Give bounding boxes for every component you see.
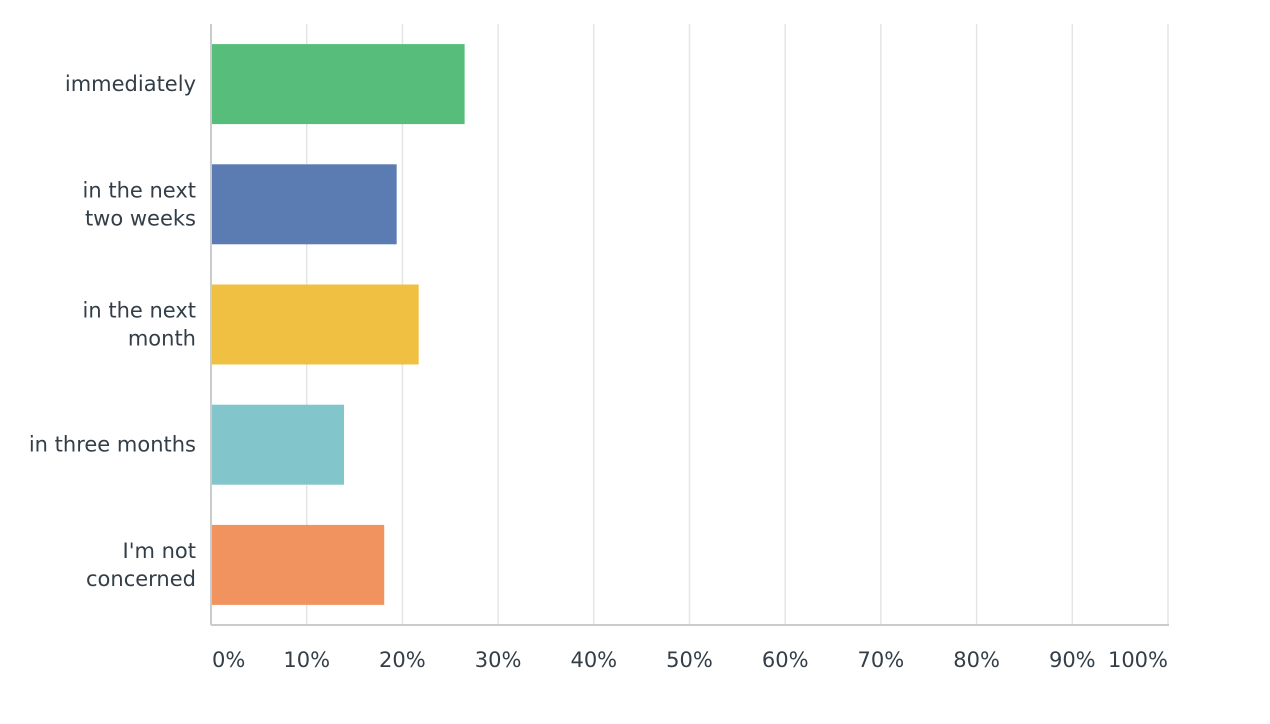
x-tick-label: 10%	[283, 648, 330, 672]
x-tick-label: 40%	[570, 648, 617, 672]
bars	[211, 44, 465, 605]
category-label: in the next month	[83, 299, 196, 351]
x-tick-label: 90%	[1049, 648, 1096, 672]
x-tick-labels: 0% 10% 20% 30% 40% 50% 60% 70% 80% 90% 100%	[212, 648, 1168, 672]
x-tick-label: 0%	[212, 648, 245, 672]
category-label: immediately	[65, 72, 196, 96]
axes	[210, 24, 1169, 626]
x-tick-label: 60%	[762, 648, 809, 672]
category-labels: immediately in the next two weeks in the ne…	[29, 72, 196, 591]
bar	[211, 44, 465, 125]
x-tick-label: 80%	[953, 648, 1000, 672]
category-label: in the next two weeks	[83, 178, 196, 230]
x-tick-label: 50%	[666, 648, 713, 672]
x-tick-label: 30%	[475, 648, 522, 672]
x-tick-label: 20%	[379, 648, 426, 672]
bar	[211, 404, 345, 485]
x-tick-label: 100%	[1108, 648, 1168, 672]
gridlines	[305, 24, 1169, 625]
category-label: I'm not concerned	[86, 539, 196, 591]
bar	[211, 524, 385, 605]
category-label: in three months	[29, 433, 196, 457]
x-tick-label: 70%	[858, 648, 905, 672]
bar	[211, 164, 397, 245]
bar	[211, 284, 419, 365]
